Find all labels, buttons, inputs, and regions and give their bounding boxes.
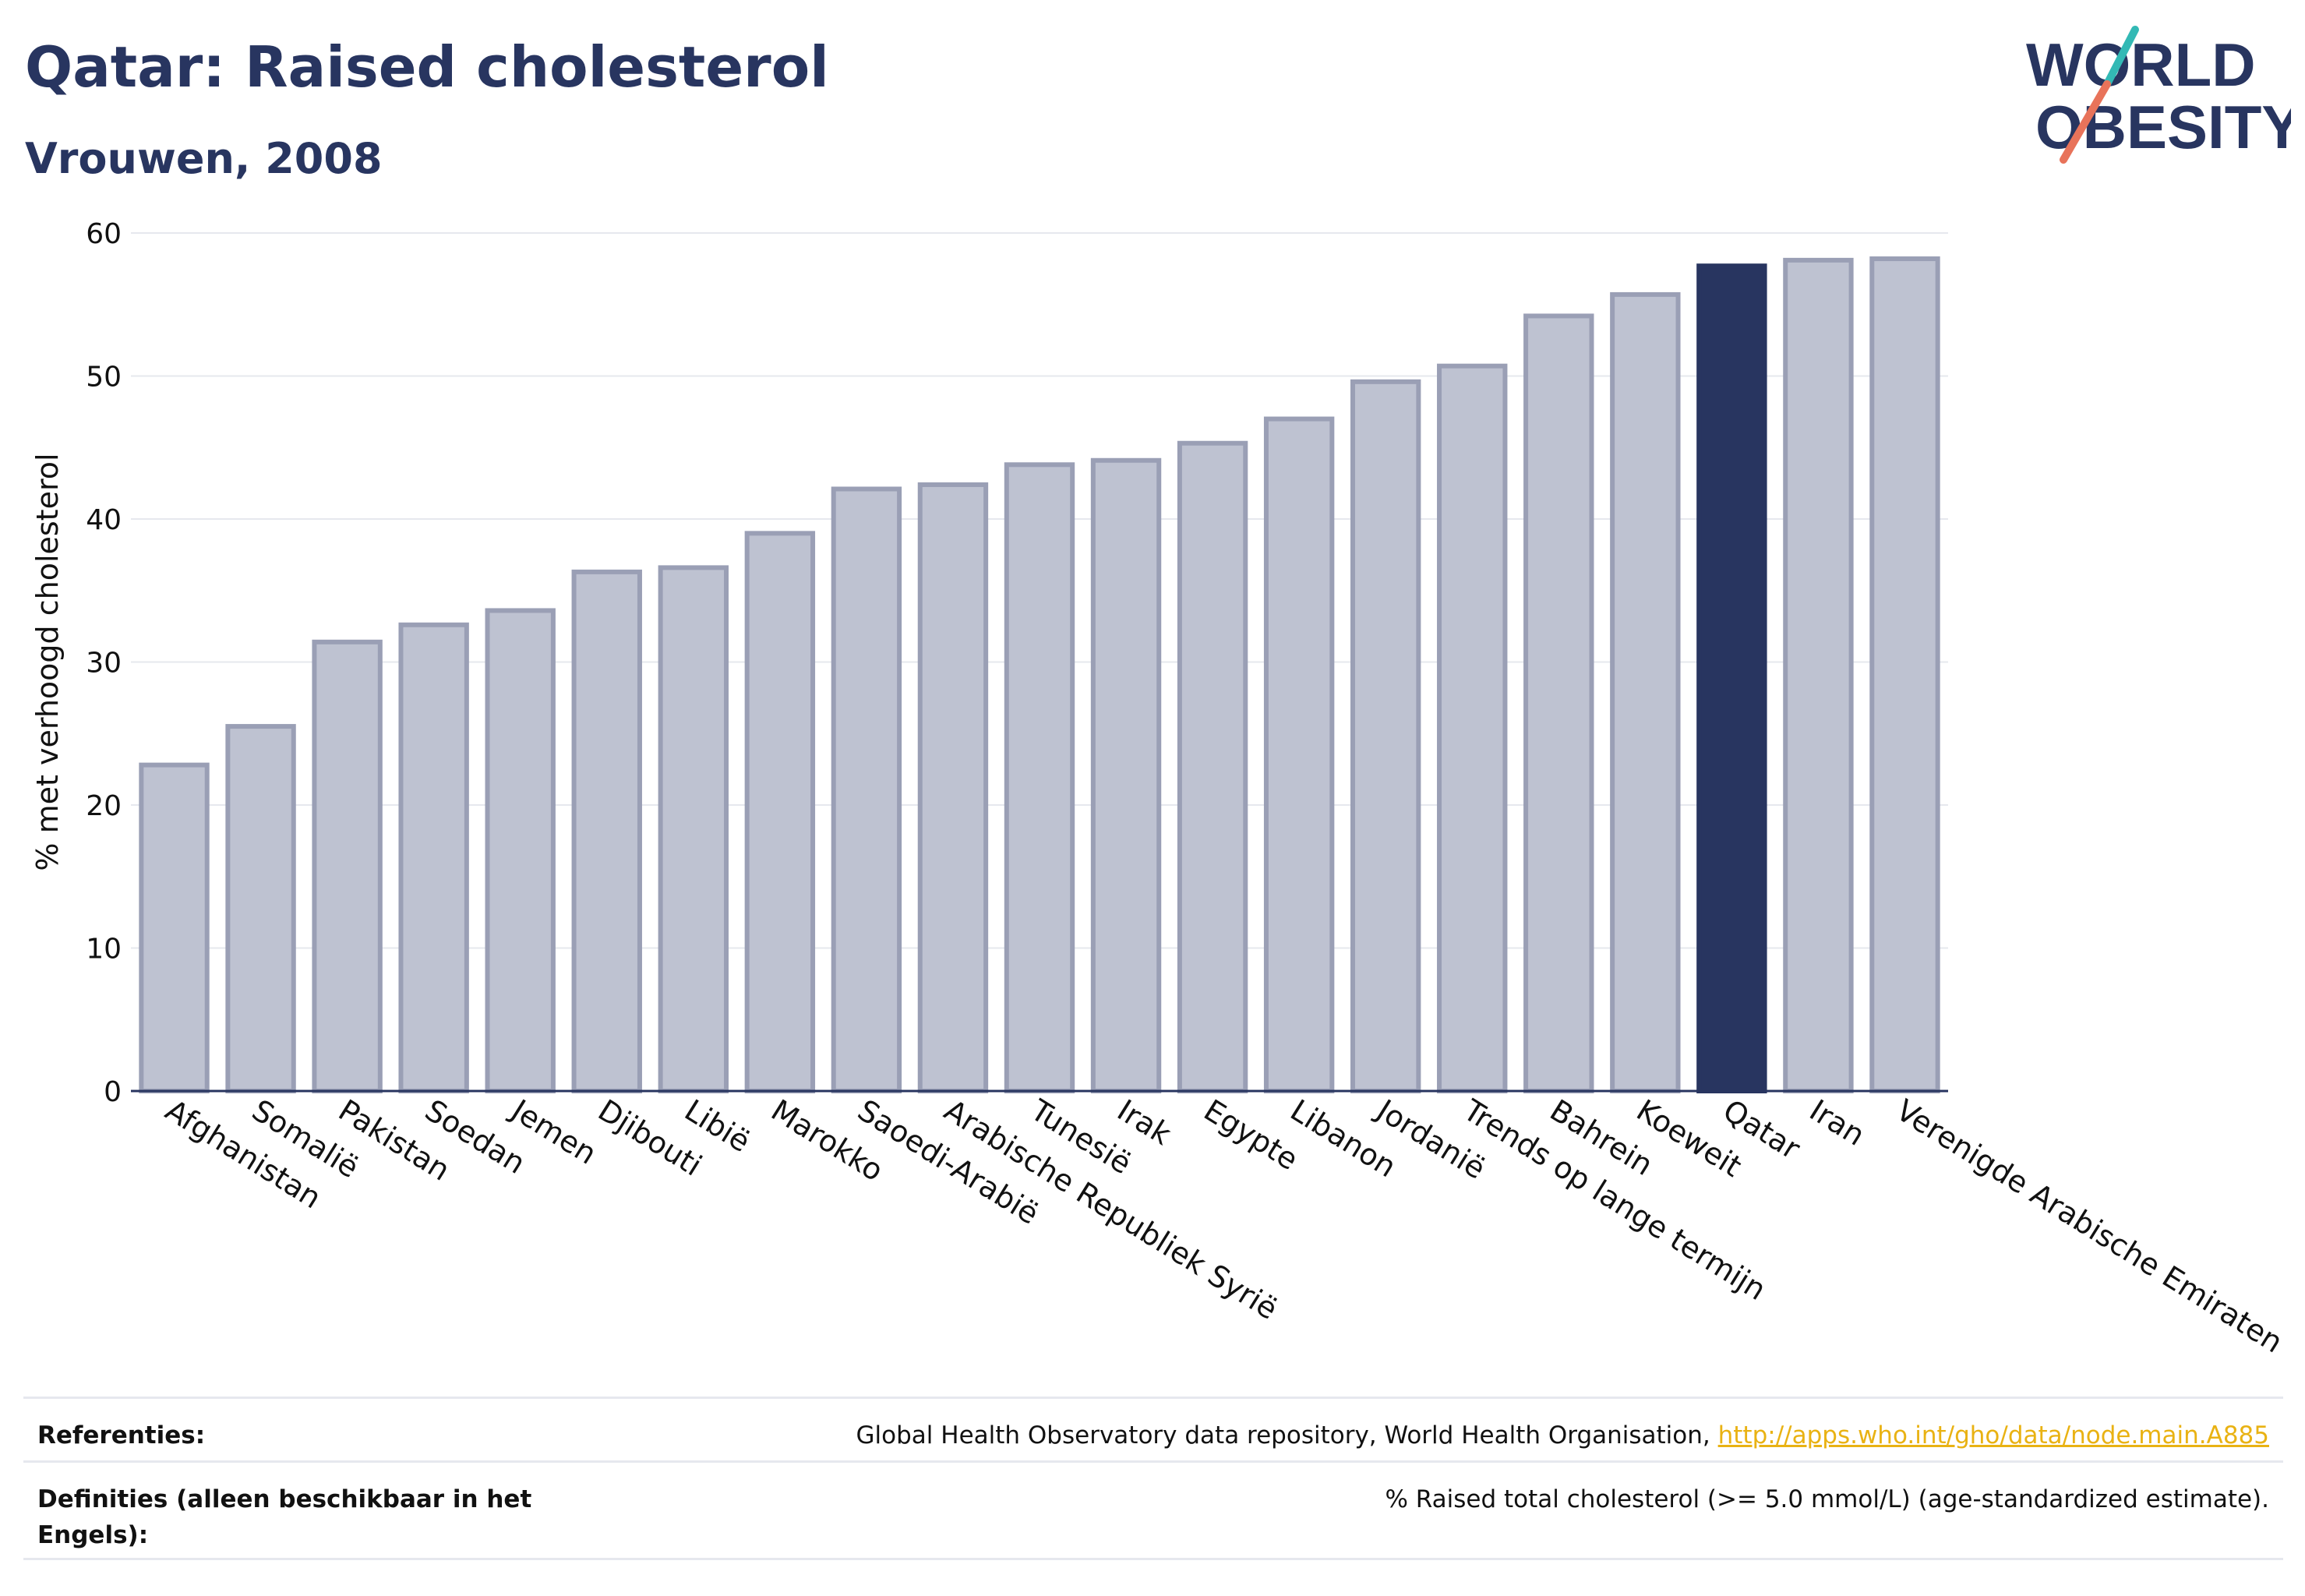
- bar-libi-: [658, 565, 729, 1093]
- chart-subtitle: Vrouwen, 2008: [25, 134, 383, 183]
- bar-marokko: [744, 531, 816, 1093]
- bar-egypte: [1177, 440, 1248, 1093]
- logo-slash-coral: [2060, 80, 2111, 164]
- references-link[interactable]: http://apps.who.int/gho/data/node.main.A…: [1717, 1421, 2269, 1449]
- logo-text-world: WORLD: [2026, 30, 2256, 99]
- references-value: Global Health Observatory data repositor…: [856, 1418, 2269, 1453]
- world-obesity-logo: WORLD OBESITY: [2026, 26, 2291, 164]
- bar-afghanistan: [139, 762, 210, 1093]
- bar-djibouti: [571, 569, 642, 1093]
- y-axis-label: % met verhoogd cholesterol: [30, 453, 65, 870]
- y-tick-label: 30: [86, 648, 122, 680]
- bar-koeweit: [1610, 291, 1681, 1093]
- definitions-row: Definities (alleen beschikbaar in het En…: [23, 1460, 2283, 1560]
- bar-bahrein: [1523, 313, 1594, 1093]
- bar-somali-: [225, 724, 296, 1093]
- y-axis-ticks: 0 10 20 30 40 50 60: [86, 218, 122, 1108]
- bar-soedan: [398, 622, 469, 1093]
- bar-jemen: [485, 608, 556, 1093]
- x-tick-label: Verenigde Arabische Emiraten: [1890, 1093, 2289, 1359]
- bar-arabische-republiek-syri-: [917, 482, 989, 1093]
- bar-irak: [1090, 457, 1162, 1093]
- bar-jordani-: [1350, 379, 1421, 1093]
- bar-saoedi-arabi-: [831, 486, 902, 1093]
- x-axis-labels: AfghanistanSomaliëPakistanSoedanJemenDji…: [160, 1092, 2289, 1359]
- y-tick-label: 20: [86, 790, 122, 822]
- bar-libanon: [1263, 416, 1335, 1093]
- references-text: Global Health Observatory data repositor…: [856, 1421, 1718, 1449]
- references-label: Referenties:: [37, 1421, 206, 1449]
- y-tick-label: 0: [104, 1076, 122, 1108]
- chart-title: Qatar: Raised cholesterol: [25, 34, 829, 100]
- x-tick-label: Egypte: [1198, 1093, 1304, 1177]
- bar-verenigde-arabische-emiraten: [1869, 256, 1940, 1093]
- bar-trends-op-lange-termijn: [1437, 363, 1508, 1093]
- y-tick-label: 40: [86, 504, 122, 536]
- x-tick-label: Iran: [1804, 1093, 1871, 1153]
- bar-tunesi-: [1004, 462, 1075, 1093]
- definitions-value: % Raised total cholesterol (>= 5.0 mmol/…: [1385, 1485, 2269, 1513]
- bar-pakistan: [312, 639, 383, 1093]
- logo-slash-teal: [2103, 26, 2139, 88]
- bar-chart: 0 10 20 30 40 50 60 AfghanistanSomaliëPakistan…: [30, 218, 2289, 1360]
- y-tick-label: 60: [86, 218, 122, 250]
- y-tick-label: 10: [86, 934, 122, 966]
- definitions-label: Definities (alleen beschikbaar in het En…: [37, 1485, 532, 1549]
- bar-qatar: [1696, 263, 1767, 1094]
- bar-iran: [1783, 257, 1854, 1093]
- bars: [139, 256, 1940, 1094]
- y-tick-label: 50: [86, 362, 122, 394]
- references-row: Referenties: Global Health Observatory d…: [23, 1396, 2283, 1463]
